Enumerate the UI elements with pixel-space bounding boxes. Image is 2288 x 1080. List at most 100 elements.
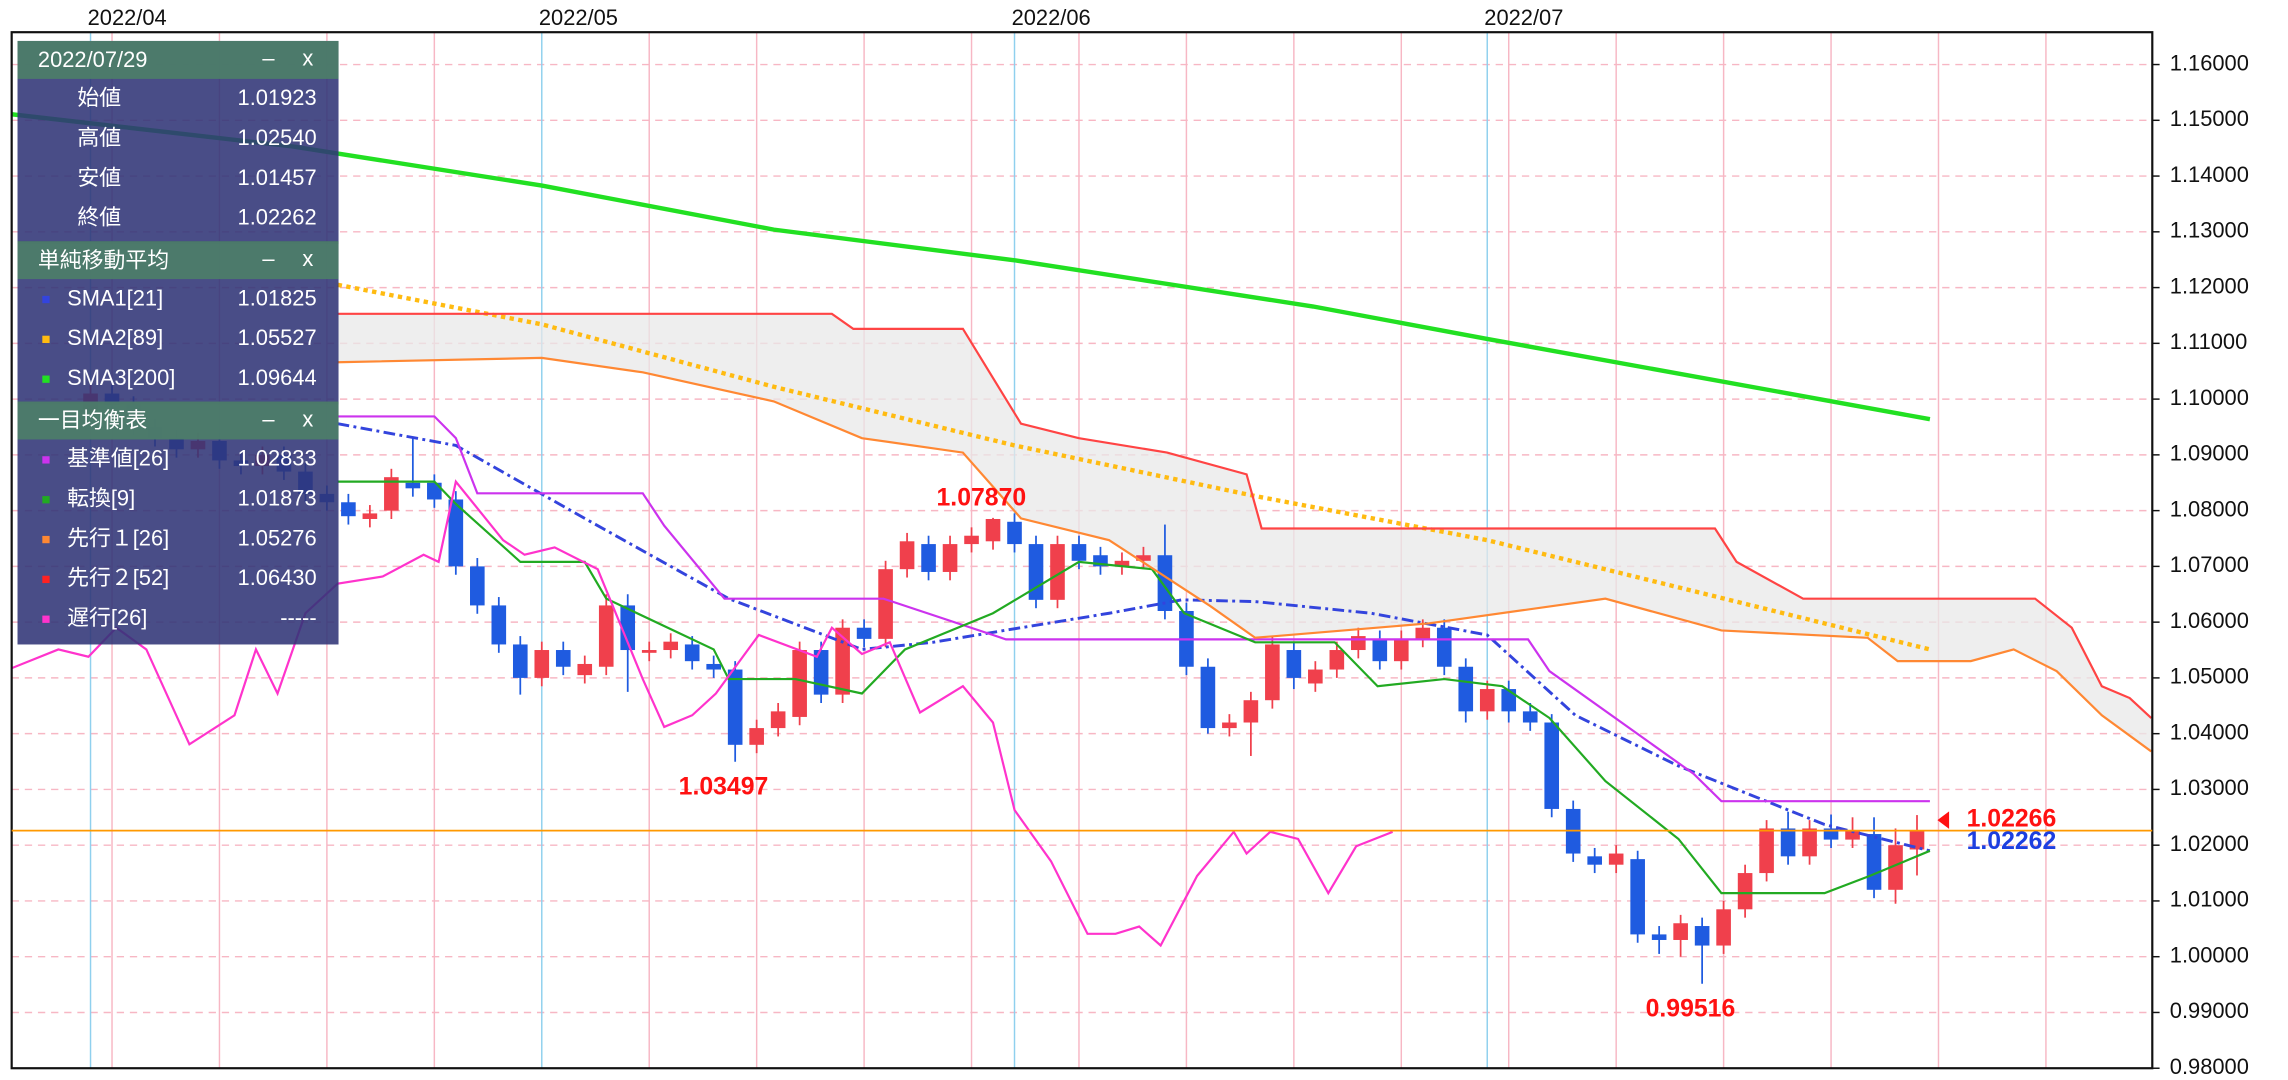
candle-body [1823,828,1839,840]
candle [770,702,786,737]
candle [1651,926,1667,954]
candle [1544,714,1560,818]
candle [684,636,700,670]
panel-title: 2022/07/29 [38,47,147,72]
candle-body [620,605,636,651]
y-tick-label: 1.11000 [2170,329,2247,354]
panel-label: 終値 [77,205,121,230]
candle-body [1136,555,1151,561]
candle-body [1888,845,1903,890]
candle [727,661,743,762]
y-tick-label: 1.16000 [2170,50,2249,75]
candle-body [341,502,356,517]
candle-body [1737,873,1753,910]
candle [1737,864,1753,918]
candle-body [1866,834,1882,890]
candle [1050,535,1065,609]
candle [792,641,807,726]
candle-body [1243,700,1259,723]
candle [1265,636,1280,709]
candle [1200,658,1216,734]
candle-body [1329,650,1345,670]
legend-swatch [42,375,50,383]
candle [1114,552,1130,575]
panel-header [17,40,339,79]
candle [362,505,378,528]
candle-body [491,605,507,645]
candle-body [1501,689,1517,712]
candle-body [1587,856,1602,865]
panel-title: 一目均衡表 [38,408,147,433]
candle [749,719,764,754]
x-tick-label: 2022/05 [539,5,618,30]
y-tick-label: 1.02000 [2170,831,2249,856]
panel-value: 1.01457 [238,165,317,190]
candle-body [1522,711,1538,723]
candle-body [1694,926,1710,946]
candle [1308,661,1323,692]
minimize-button[interactable]: – [262,246,275,271]
candle-body [921,544,936,572]
candle-body [899,541,915,570]
candle [1909,815,1925,876]
candle [512,636,528,695]
candle [1608,845,1624,874]
plot-border [10,31,2154,1070]
close-button[interactable]: x [302,246,313,271]
candle-body [942,544,958,572]
candle [921,535,936,581]
extreme-label: 1.07870 [937,484,1027,511]
candle [942,535,958,581]
candle-body [1716,909,1731,946]
candle [706,655,721,678]
panel-label: 遅行[26] [67,605,147,630]
candle-body [427,482,442,500]
panel-value: 1.05527 [238,325,317,350]
y-tick-label: 1.09000 [2170,441,2249,466]
panel-value: 1.02540 [238,125,317,150]
axis: 0.98000 0.99000 1.00000 1.01000 1.02000 1.030… [11,5,2249,1079]
panel-label: 高値 [77,125,121,150]
candle-body [641,650,657,653]
panel-value: 1.01873 [238,486,317,511]
candle [878,560,893,648]
panel-label: 安値 [77,165,121,190]
y-tick-label: 1.04000 [2170,719,2249,744]
candle-body [856,627,872,639]
candle [534,641,550,687]
close-button[interactable]: x [302,46,313,71]
panel-value: 1.06430 [238,565,317,590]
candle [1393,630,1409,670]
candle [1802,820,1817,865]
candle-body [1415,627,1431,639]
candle [1716,900,1731,954]
indicator-line [337,356,2152,753]
y-tick-label: 0.99000 [2170,998,2249,1023]
minimize-button[interactable]: – [262,46,275,71]
candle-body [749,728,764,745]
candle [1028,535,1044,609]
panel-value: ----- [280,605,316,630]
candle [1093,546,1108,575]
candle [1286,641,1302,690]
candle-body [1651,934,1667,940]
minimize-button[interactable]: – [262,406,275,431]
candle-body [684,644,700,662]
y-tick-label: 1.01000 [2170,887,2249,912]
candle-body [598,605,614,667]
y-tick-label: 1.13000 [2170,218,2249,243]
price-label: 1.02262 [1967,828,2057,855]
candle-body [1909,830,1925,850]
candle [1071,535,1087,570]
close-button[interactable]: x [302,406,313,431]
candle-body [1093,555,1108,567]
candle-body [835,627,850,695]
info-panel: 2022/07/29 – x 始値 1.01923 高値 1.02540 安値 1.01457 終… [17,40,339,645]
candle-body [1608,853,1624,865]
price-marker [1937,811,1950,829]
x-tick-label: 2022/07 [1484,5,1563,30]
candle [1136,546,1151,570]
y-tick-label: 0.98000 [2170,1054,2249,1079]
x-tick-label: 2022/04 [88,5,167,30]
